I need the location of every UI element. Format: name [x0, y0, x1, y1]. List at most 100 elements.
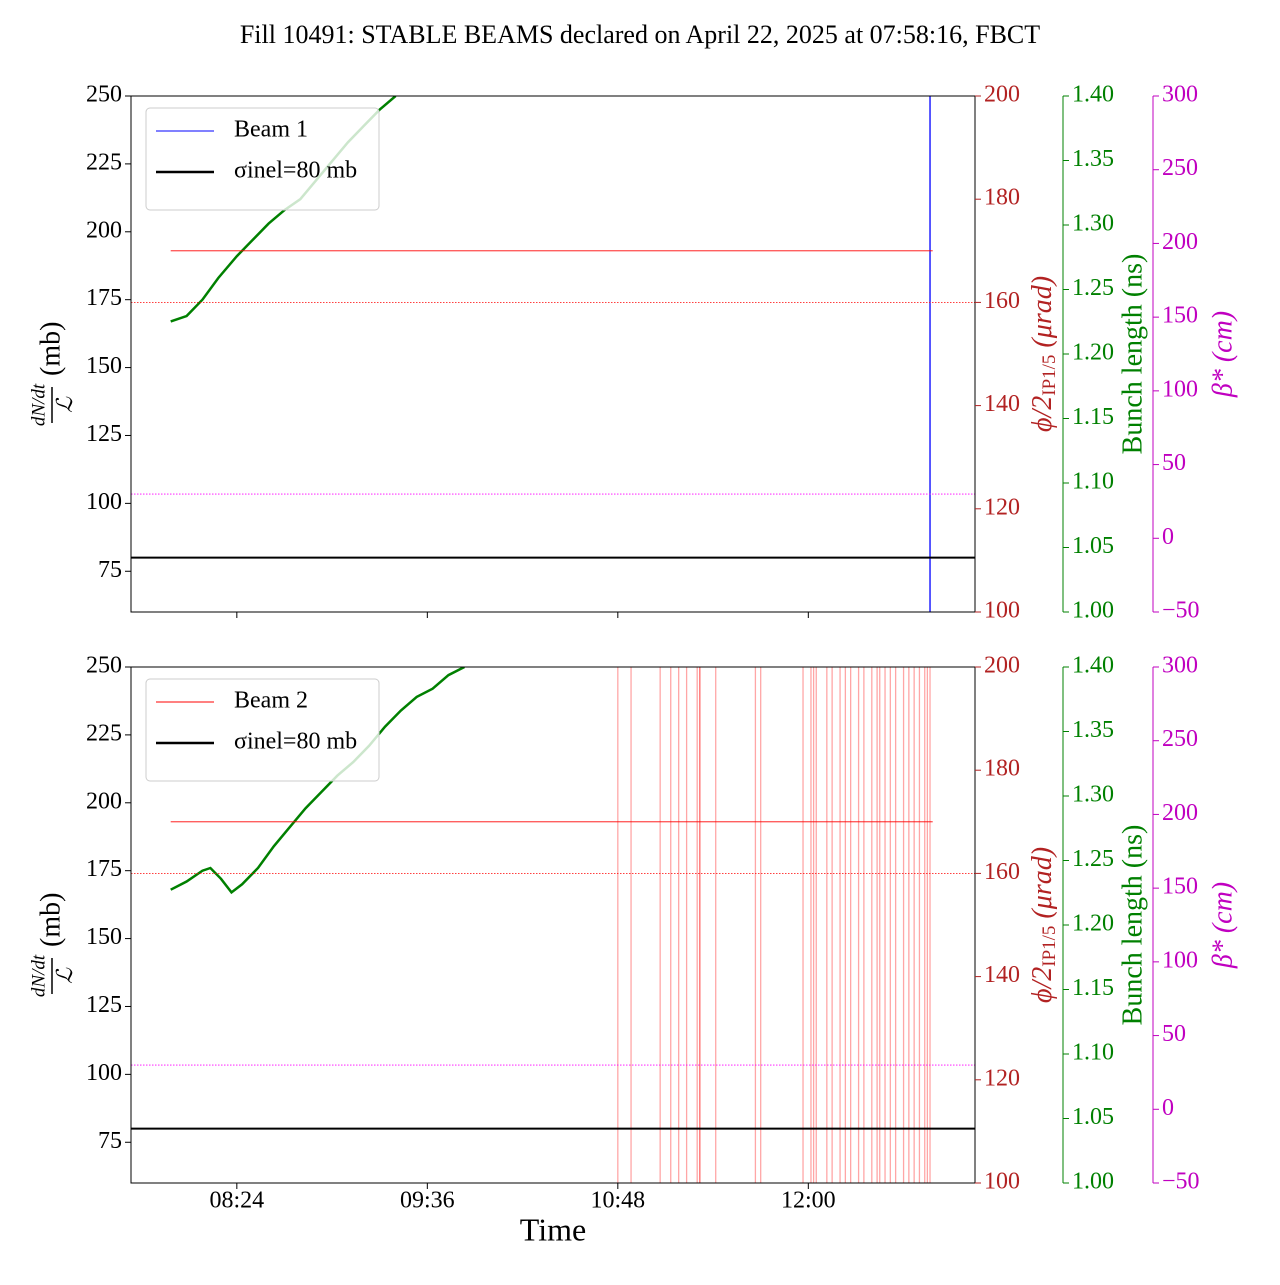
y2-tick-label: 180 [984, 756, 1020, 782]
y3-tick-label: 1.25 [1072, 275, 1114, 301]
y3-tick-label: 1.30 [1072, 782, 1114, 808]
plot-frame [130, 666, 976, 1184]
y2-tick-label: 140 [984, 391, 1020, 417]
y2-label-unit: (μrad) [1027, 276, 1058, 355]
y-tick-label: 100 [86, 1060, 122, 1086]
y2-tick-label: 200 [984, 653, 1020, 679]
y-axis-label: dN/dt ℒ (mb) [28, 893, 77, 998]
y3-tick-label: 1.25 [1072, 846, 1114, 872]
y4-tick-label: 250 [1162, 155, 1198, 181]
y4-tick-label: 300 [1162, 653, 1198, 679]
y3-tick-label: 1.05 [1072, 1104, 1114, 1130]
x-tick-label: 08:24 [209, 1188, 264, 1214]
y4-axis-label: β* (cm) [1207, 311, 1238, 398]
y2-label: ϕ/2IP1/5 (μrad) [1027, 847, 1060, 1003]
y4-tick-label: 300 [1162, 82, 1198, 108]
y4-axis-label: β* (cm) [1207, 882, 1238, 969]
y-tick-label: 200 [86, 217, 122, 243]
y3-tick-label: 1.40 [1072, 82, 1114, 108]
y2-label-sub: IP1/5 [1039, 355, 1060, 396]
y3-tick-label: 1.10 [1072, 469, 1114, 495]
y2-tick-label: 100 [984, 1169, 1020, 1195]
y4-tick-label: 50 [1162, 1021, 1186, 1047]
y-tick-label: 75 [98, 1128, 122, 1154]
y3-tick-label: 1.40 [1072, 653, 1114, 679]
y4-tick-label: −50 [1162, 598, 1200, 624]
legend-box [145, 107, 380, 211]
y-tick-label: 150 [86, 353, 122, 379]
figure-title: Fill 10491: STABLE BEAMS declared on Apr… [240, 20, 1040, 49]
y4-tick-label: 150 [1162, 303, 1198, 329]
y2-label: ϕ/2IP1/5 (μrad) [1027, 276, 1060, 432]
legend-label: σinel=80 mb [234, 158, 357, 184]
y3-tick-label: 1.10 [1072, 1040, 1114, 1066]
y3-tick-label: 1.20 [1072, 911, 1114, 937]
y2-label-unit: (μrad) [1027, 847, 1058, 926]
y2-tick-label: 200 [984, 82, 1020, 108]
y4-tick-label: 250 [1162, 726, 1198, 752]
y4-tick-label: 100 [1162, 947, 1198, 973]
y-tick-label: 200 [86, 788, 122, 814]
y4-tick-label: 50 [1162, 450, 1186, 476]
y4-tick-label: 0 [1162, 1095, 1174, 1121]
y-tick-label: 125 [86, 421, 122, 447]
y-axis-label: dN/dt ℒ (mb) [28, 322, 77, 427]
data-line [170, 667, 465, 895]
legend-label: σinel=80 mb [234, 729, 357, 755]
x-tick-label: 10:48 [590, 1188, 645, 1214]
y-label-denominator: ℒ [52, 396, 77, 413]
y2-axis-label: ϕ/2IP1/5 (μrad) [1027, 276, 1060, 432]
y-tick-label: 75 [98, 557, 122, 583]
y3-axis-label: Bunch length (ns) [1117, 254, 1148, 455]
y4-tick-label: 100 [1162, 376, 1198, 402]
y3-tick-label: 1.30 [1072, 211, 1114, 237]
y3-tick-label: 1.15 [1072, 975, 1114, 1001]
y-tick-label: 175 [86, 856, 122, 882]
y-tick-label: 125 [86, 992, 122, 1018]
y-tick-label: 175 [86, 285, 122, 311]
y4-tick-label: 150 [1162, 874, 1198, 900]
y4-tick-label: 200 [1162, 229, 1198, 255]
y3-tick-label: 1.05 [1072, 533, 1114, 559]
y3-tick-label: 1.35 [1072, 717, 1114, 743]
y4-tick-label: −50 [1162, 1169, 1200, 1195]
y2-tick-label: 180 [984, 185, 1020, 211]
y2-tick-label: 100 [984, 598, 1020, 624]
y-label-denominator: ℒ [52, 967, 77, 984]
y-label-unit: (mb) [35, 322, 66, 376]
plot-frame [130, 95, 976, 613]
y-tick-label: 250 [86, 653, 122, 679]
x-tick-label: 09:36 [400, 1188, 455, 1214]
y-tick-label: 225 [86, 720, 122, 746]
x-tick-label: 12:00 [781, 1188, 836, 1214]
y-tick-label: 150 [86, 924, 122, 950]
y3-tick-label: 1.35 [1072, 146, 1114, 172]
y-tick-label: 100 [86, 489, 122, 515]
y4-tick-label: 0 [1162, 524, 1174, 550]
y3-axis-label: Bunch length (ns) [1117, 825, 1148, 1026]
y3-tick-label: 1.15 [1072, 404, 1114, 430]
y2-label-sub: IP1/5 [1039, 926, 1060, 967]
y2-tick-label: 140 [984, 962, 1020, 988]
legend-box [145, 678, 380, 782]
y-label-numerator: dN/dt [28, 383, 49, 426]
y2-tick-label: 120 [984, 1065, 1020, 1091]
y2-tick-label: 160 [984, 288, 1020, 314]
y2-tick-label: 160 [984, 859, 1020, 885]
y2-label-main: ϕ/2 [1027, 967, 1058, 1003]
y3-tick-label: 1.00 [1072, 598, 1114, 624]
y4-tick-label: 200 [1162, 800, 1198, 826]
y-tick-label: 225 [86, 149, 122, 175]
y2-axis-label: ϕ/2IP1/5 (μrad) [1027, 847, 1060, 1003]
y-tick-label: 250 [86, 82, 122, 108]
x-axis-label: Time [520, 1211, 586, 1247]
legend-label: Beam 2 [234, 688, 308, 714]
plot-area [131, 667, 975, 1183]
legend-label: Beam 1 [234, 117, 308, 143]
y-label-unit: (mb) [35, 893, 66, 947]
y2-label-main: ϕ/2 [1027, 396, 1058, 432]
y2-tick-label: 120 [984, 494, 1020, 520]
y3-tick-label: 1.00 [1072, 1169, 1114, 1195]
